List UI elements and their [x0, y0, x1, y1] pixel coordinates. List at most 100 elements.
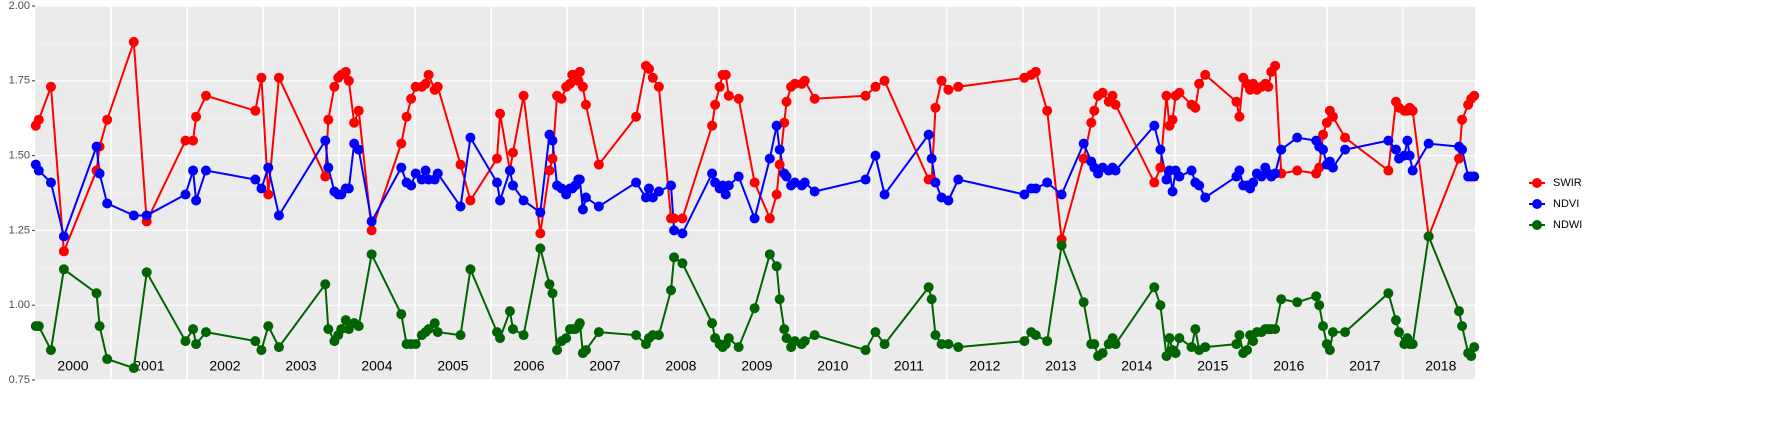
data-point	[1383, 165, 1394, 176]
data-point	[535, 228, 546, 239]
data-point	[580, 345, 591, 356]
data-point	[102, 114, 113, 125]
data-point	[1327, 162, 1338, 173]
data-point	[396, 162, 407, 173]
data-point	[535, 243, 546, 254]
data-point	[936, 75, 947, 86]
data-point	[45, 177, 56, 188]
data-point	[273, 72, 284, 83]
data-point	[200, 165, 211, 176]
data-point	[653, 81, 664, 92]
data-point	[707, 318, 718, 329]
data-point	[1234, 111, 1245, 122]
data-point	[1311, 291, 1322, 302]
data-point	[1318, 144, 1329, 155]
data-point	[552, 345, 563, 356]
year-annotation: 2007	[589, 358, 620, 374]
data-point	[1270, 60, 1281, 71]
data-point	[420, 78, 431, 89]
data-point	[749, 303, 760, 314]
data-point	[707, 120, 718, 131]
data-point	[1089, 339, 1100, 350]
data-point	[94, 168, 105, 179]
data-point	[789, 78, 800, 89]
data-point	[1194, 180, 1205, 191]
data-point	[1161, 90, 1172, 101]
data-point	[809, 93, 820, 104]
data-point	[723, 180, 734, 191]
y-tick-label: 2.00	[9, 0, 30, 12]
data-point	[191, 195, 202, 206]
data-point	[930, 102, 941, 113]
data-point	[930, 177, 941, 188]
data-point	[1194, 78, 1205, 89]
data-point	[677, 228, 688, 239]
data-point	[455, 201, 466, 212]
data-point	[396, 138, 407, 149]
data-point	[564, 78, 575, 89]
data-point	[1457, 114, 1468, 125]
data-point	[1248, 177, 1259, 188]
data-point	[507, 180, 518, 191]
data-point	[774, 144, 785, 155]
data-point	[1161, 174, 1172, 185]
data-point	[1469, 171, 1480, 182]
data-point	[631, 111, 642, 122]
data-point	[720, 189, 731, 200]
data-point	[329, 81, 340, 92]
data-point	[1089, 105, 1100, 116]
data-point	[250, 105, 261, 116]
data-point	[1324, 345, 1335, 356]
data-point	[1404, 150, 1415, 161]
data-point	[366, 249, 377, 260]
legend-label: NDVI	[1553, 198, 1579, 210]
data-point	[1402, 135, 1413, 146]
data-point	[507, 324, 518, 335]
data-point	[923, 129, 934, 140]
data-point	[45, 345, 56, 356]
year-annotation: 2004	[361, 358, 392, 374]
data-point	[1167, 114, 1178, 125]
data-point	[1149, 282, 1160, 293]
legend-key-point	[1532, 220, 1542, 230]
data-point	[1407, 339, 1418, 350]
data-point	[574, 318, 585, 329]
data-point	[320, 171, 331, 182]
data-point	[1155, 144, 1166, 155]
data-point	[1110, 339, 1121, 350]
data-point	[923, 282, 934, 293]
data-point	[343, 75, 354, 86]
data-point	[943, 339, 954, 350]
data-point	[340, 315, 351, 326]
data-point	[406, 93, 417, 104]
data-point	[1457, 321, 1468, 332]
data-point	[416, 174, 427, 185]
data-point	[1167, 186, 1178, 197]
data-point	[1110, 99, 1121, 110]
legend-item: SWIR	[1529, 177, 1582, 189]
data-point	[518, 330, 529, 341]
data-point	[1454, 153, 1465, 164]
data-point	[1318, 129, 1329, 140]
data-point	[1155, 162, 1166, 173]
data-point	[1340, 144, 1351, 155]
data-point	[1200, 342, 1211, 353]
data-point	[547, 288, 558, 299]
year-annotation: 2018	[1425, 358, 1456, 374]
data-point	[1170, 348, 1181, 359]
data-point	[774, 294, 785, 305]
year-annotation: 2009	[741, 358, 772, 374]
data-point	[593, 201, 604, 212]
data-point	[764, 153, 775, 164]
data-point	[535, 207, 546, 218]
data-point	[432, 81, 443, 92]
y-tick-label: 1.25	[9, 224, 30, 236]
data-point	[1276, 144, 1287, 155]
data-point	[943, 195, 954, 206]
data-point	[58, 231, 69, 242]
data-point	[764, 249, 775, 260]
data-point	[1042, 336, 1053, 347]
legend-key-point	[1532, 178, 1542, 188]
year-annotation: 2002	[209, 358, 240, 374]
